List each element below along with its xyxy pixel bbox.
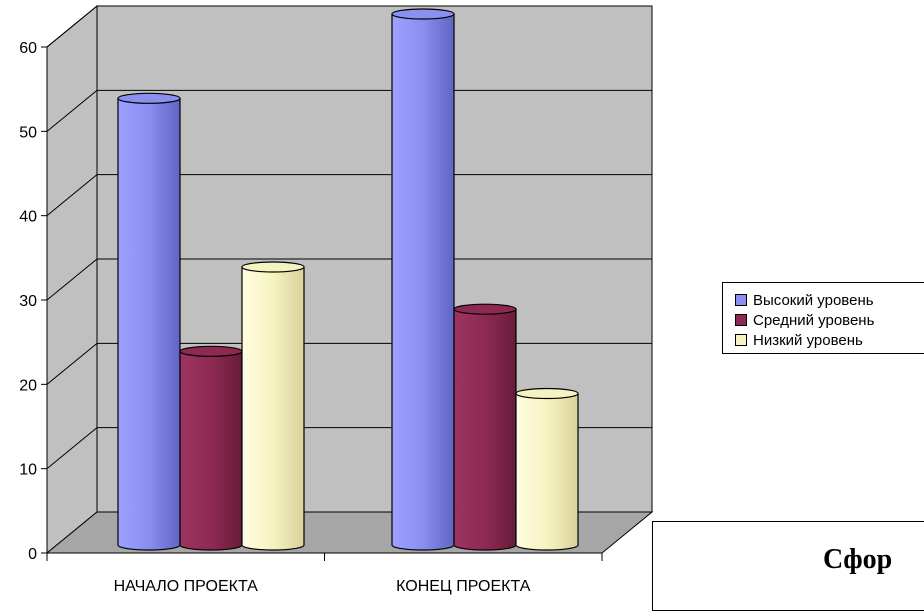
bar-top — [179, 345, 243, 357]
bar-body — [117, 97, 181, 551]
bar-body — [179, 350, 243, 551]
y-tick-label: 30 — [19, 293, 37, 310]
bar-top — [241, 261, 305, 273]
legend-item-low: Низкий уровень — [735, 330, 863, 350]
axis-labels: 0 10 20 30 40 50 60 НАЧАЛО ПРОЕКТА КОНЕЦ ПРОЕКТА — [19, 40, 531, 595]
legend-swatch-medium — [735, 314, 747, 326]
legend-swatch-low — [735, 334, 747, 346]
gridline — [46, 258, 652, 301]
overlay-text: Сфор — [823, 544, 893, 575]
y-tick-label: 60 — [19, 40, 37, 57]
overlay-text-box: Сфор — [652, 521, 924, 611]
gridline — [46, 89, 652, 132]
y-tick-label: 10 — [19, 462, 37, 479]
axes — [41, 46, 603, 561]
legend-swatch-high — [735, 294, 747, 306]
bar-body — [241, 266, 305, 551]
gridline — [46, 5, 652, 48]
bar-top — [391, 8, 455, 20]
bar-top — [515, 387, 579, 400]
bar-top — [117, 92, 181, 104]
bar — [391, 8, 455, 551]
x-category-label: КОНЕЦ ПРОЕКТА — [396, 578, 531, 595]
gridline — [46, 174, 652, 217]
bar — [515, 387, 579, 551]
y-tick-label: 0 — [28, 546, 37, 563]
bar — [241, 261, 305, 551]
legend-label-low: Низкий уровень — [753, 331, 863, 349]
bars — [117, 8, 579, 551]
chart-canvas: 0 10 20 30 40 50 60 НАЧАЛО ПРОЕКТА КОНЕЦ ПРОЕКТА — [19, 4, 654, 595]
bar-body — [391, 13, 455, 551]
legend-label-medium: Средний уровень — [753, 311, 875, 329]
bar — [453, 303, 517, 551]
y-tick-label: 50 — [19, 124, 37, 141]
bar-body — [515, 392, 579, 551]
legend-item-medium: Средний уровень — [735, 310, 874, 330]
y-tick-label: 40 — [19, 209, 37, 226]
legend-label-high: Высокий уровень — [753, 291, 874, 309]
bar-top — [453, 303, 517, 315]
bar — [179, 345, 243, 551]
x-category-label: НАЧАЛО ПРОЕКТА — [114, 578, 259, 595]
legend-item-high: Высокий уровень — [735, 290, 874, 310]
bar — [117, 92, 181, 551]
bar-body — [453, 308, 517, 551]
y-tick-label: 20 — [19, 377, 37, 394]
legend: Высокий уровень Средний уровень Низкий у… — [722, 282, 924, 354]
